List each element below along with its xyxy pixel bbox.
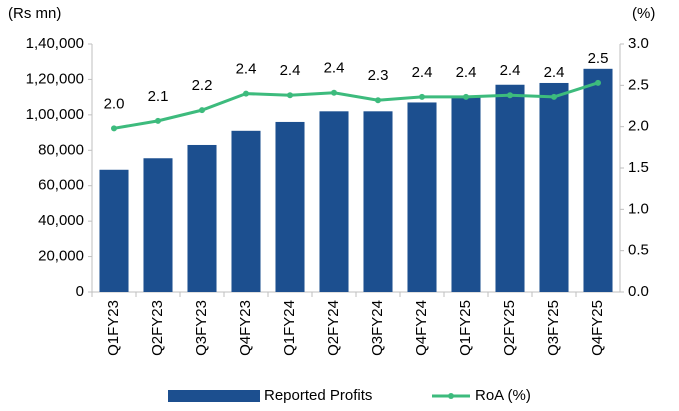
x-tick-label: Q1FY24 bbox=[281, 300, 298, 356]
x-tick-label: Q4FY23 bbox=[237, 300, 254, 356]
bar bbox=[539, 82, 569, 292]
data-label: 2.1 bbox=[148, 88, 169, 105]
data-label: 2.4 bbox=[412, 64, 433, 81]
y2-tick-label: 3.0 bbox=[628, 35, 649, 52]
y2-tick-label: 1.0 bbox=[628, 200, 649, 217]
bar bbox=[143, 158, 173, 292]
bar bbox=[187, 144, 217, 292]
y-tick-label: 80,000 bbox=[38, 141, 84, 158]
x-tick-label: Q1FY23 bbox=[105, 300, 122, 356]
line-marker bbox=[155, 117, 161, 124]
y-tick-label: 60,000 bbox=[38, 177, 84, 194]
line-marker bbox=[419, 93, 425, 100]
line-marker bbox=[331, 89, 337, 96]
y2-tick-label: 0.5 bbox=[628, 242, 649, 259]
legend-marker bbox=[448, 393, 454, 399]
bar bbox=[583, 68, 613, 292]
line-marker bbox=[463, 93, 469, 100]
legend-label: Reported Profits bbox=[264, 387, 372, 404]
legend-swatch bbox=[168, 390, 260, 402]
bar bbox=[363, 111, 393, 292]
x-tick-label: Q1FY25 bbox=[457, 300, 474, 356]
y2-tick-label: 0.0 bbox=[628, 283, 649, 300]
bar bbox=[99, 169, 129, 292]
y2-tick-label: 2.0 bbox=[628, 118, 649, 135]
data-label: 2.4 bbox=[280, 62, 301, 79]
data-label: 2.4 bbox=[544, 64, 565, 81]
y-tick-label: 1,00,000 bbox=[26, 106, 84, 123]
y-tick-label: 1,20,000 bbox=[26, 70, 84, 87]
line-marker bbox=[551, 93, 557, 100]
bar bbox=[495, 84, 525, 292]
line-marker bbox=[375, 97, 381, 104]
data-label: 2.5 bbox=[588, 50, 609, 67]
line-marker bbox=[243, 90, 249, 97]
y-tick-label: 0 bbox=[76, 283, 84, 300]
bar bbox=[275, 121, 305, 292]
bar bbox=[319, 111, 349, 292]
x-tick-label: Q2FY24 bbox=[325, 300, 342, 356]
x-tick-label: Q3FY24 bbox=[369, 300, 386, 356]
line-marker bbox=[111, 125, 117, 132]
y-unit: (Rs mn) bbox=[8, 5, 61, 22]
line-marker bbox=[199, 107, 205, 114]
data-label: 2.4 bbox=[324, 60, 345, 77]
x-tick-label: Q3FY25 bbox=[545, 300, 562, 356]
line-marker bbox=[287, 92, 293, 99]
x-tick-label: Q2FY23 bbox=[149, 300, 166, 356]
data-label: 2.4 bbox=[236, 61, 257, 78]
line bbox=[113, 81, 599, 130]
x-tick-label: Q4FY24 bbox=[413, 300, 430, 356]
data-label: 2.4 bbox=[500, 62, 521, 79]
bar bbox=[231, 130, 261, 292]
x-tick-label: Q4FY25 bbox=[589, 300, 606, 356]
x-tick-label: Q3FY23 bbox=[193, 300, 210, 356]
data-label: 2.2 bbox=[192, 77, 213, 94]
y2-tick-label: 2.5 bbox=[628, 76, 649, 93]
x-tick-label: Q2FY25 bbox=[501, 300, 518, 356]
data-label: 2.0 bbox=[104, 95, 125, 112]
line-marker bbox=[595, 79, 601, 86]
y2-unit: (%) bbox=[632, 5, 655, 22]
y-tick-label: 20,000 bbox=[38, 248, 84, 265]
legend-label: RoA (%) bbox=[475, 387, 531, 404]
y2-tick-label: 1.5 bbox=[628, 159, 649, 176]
bar bbox=[451, 97, 481, 293]
line-marker bbox=[507, 92, 513, 99]
data-label: 2.4 bbox=[456, 64, 477, 81]
y-tick-label: 1,40,000 bbox=[26, 35, 84, 52]
y-tick-label: 40,000 bbox=[38, 212, 84, 229]
bar bbox=[407, 102, 437, 292]
data-label: 2.3 bbox=[368, 67, 389, 84]
